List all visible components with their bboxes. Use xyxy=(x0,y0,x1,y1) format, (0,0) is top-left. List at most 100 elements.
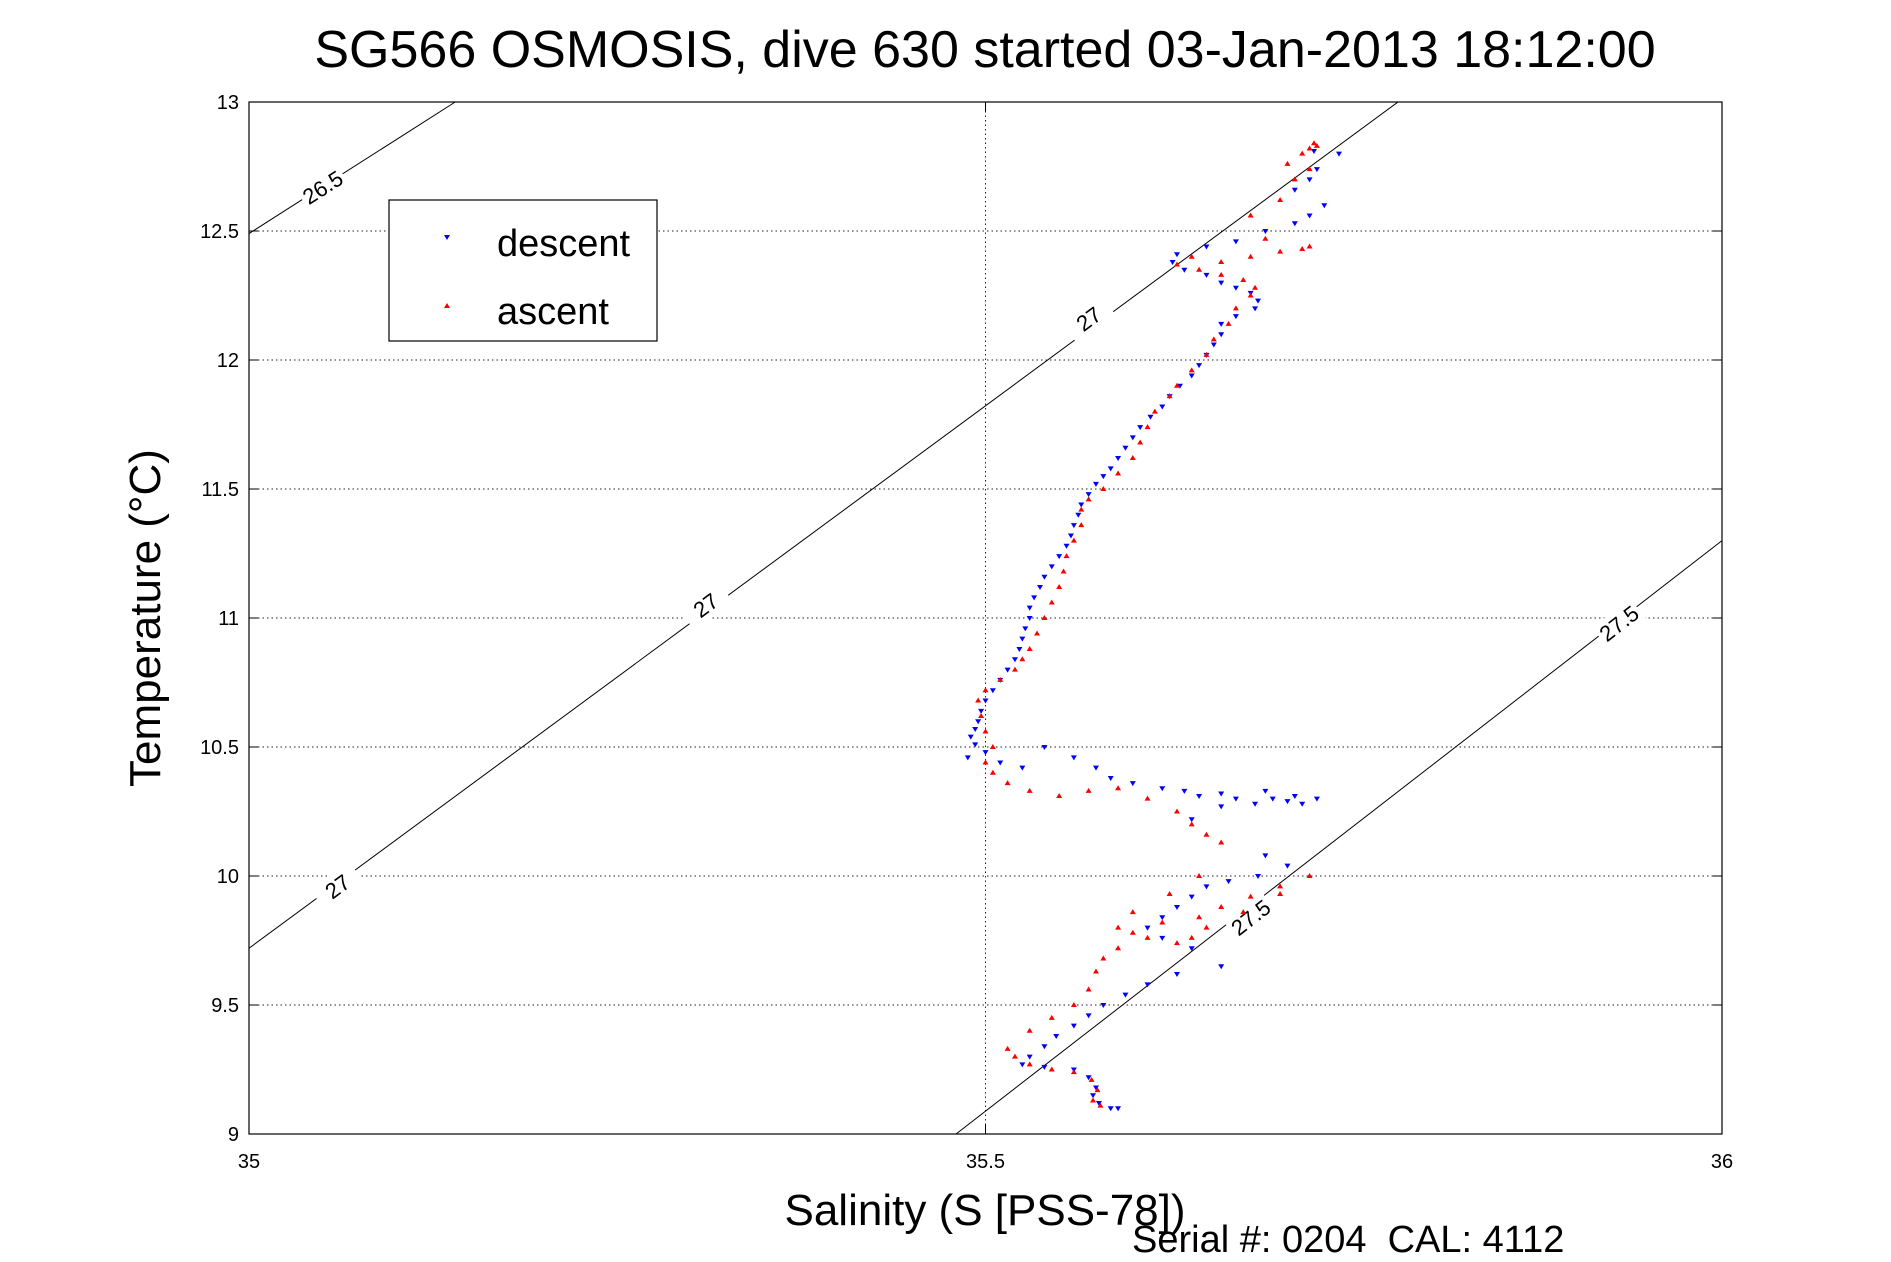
ascent-point xyxy=(1210,336,1217,342)
descent-point xyxy=(1262,788,1269,794)
ascent-point xyxy=(1306,166,1313,172)
serial-cal-footer: Serial #: 0204 CAL: 4112 xyxy=(1132,1219,1564,1261)
ascent-point xyxy=(1166,891,1173,897)
ascent-point xyxy=(1299,150,1306,156)
ascent-point xyxy=(1026,645,1033,651)
descent-point xyxy=(1137,425,1144,431)
descent-point xyxy=(1026,1054,1033,1060)
descent-point xyxy=(1092,765,1099,771)
descent-point xyxy=(1188,817,1195,823)
descent-point xyxy=(1100,1003,1107,1008)
descent-point xyxy=(1031,595,1038,601)
ascent-point xyxy=(1284,160,1291,166)
ascent-point xyxy=(1129,455,1136,461)
ascent-point xyxy=(1196,266,1203,272)
y-tick-label: 13 xyxy=(217,92,239,114)
descent-point xyxy=(1169,259,1176,265)
ascent-point xyxy=(1144,424,1151,430)
descent-point xyxy=(1004,667,1011,673)
descent-point xyxy=(1159,915,1166,921)
descent-point xyxy=(1173,252,1180,258)
ascent-point xyxy=(1203,351,1210,357)
descent-point xyxy=(1181,788,1188,794)
descent-point xyxy=(1313,167,1320,173)
ascent-point xyxy=(1048,599,1055,605)
descent-point xyxy=(1070,755,1077,761)
descent-point xyxy=(1210,342,1217,348)
descent-point xyxy=(975,719,982,725)
ascent-point xyxy=(982,759,989,765)
descent-point xyxy=(1306,177,1313,183)
ascent-point xyxy=(982,728,989,734)
descent-point xyxy=(1232,239,1239,245)
legend-descent-marker xyxy=(444,235,450,240)
ascent-point xyxy=(1218,903,1225,909)
ascent-point xyxy=(1291,176,1298,182)
ascent-point xyxy=(1026,1061,1033,1067)
descent-point xyxy=(1085,1075,1092,1081)
descent-point xyxy=(1019,1062,1026,1068)
descent-point xyxy=(1203,884,1210,890)
descent-point xyxy=(1092,481,1099,487)
descent-point xyxy=(1129,781,1136,787)
descent-point xyxy=(1056,554,1063,560)
ascent-point xyxy=(1159,919,1166,925)
descent-point xyxy=(1218,280,1225,286)
descent-point xyxy=(1159,935,1166,941)
legend-box xyxy=(388,199,658,342)
descent-point xyxy=(1173,904,1180,910)
descent-point xyxy=(1203,244,1210,250)
ascent-point xyxy=(1085,496,1092,502)
descent-point xyxy=(1078,502,1085,508)
ascent-point xyxy=(975,697,982,703)
axis-ticks: 35 35.5 36 9 9.5 10 10.5 11 11.5 12 12.5 13 xyxy=(200,92,1733,1173)
y-tick-label: 9 xyxy=(228,1124,239,1146)
ascent-point xyxy=(982,687,989,693)
ascent-point xyxy=(1085,986,1092,992)
ascent-point xyxy=(1115,470,1122,476)
descent-point xyxy=(1095,1101,1102,1107)
ascent-point xyxy=(1041,615,1048,620)
ascent-point xyxy=(1034,630,1041,636)
descent-point xyxy=(1122,992,1129,998)
descent-point xyxy=(1063,543,1070,549)
descent-point xyxy=(1284,799,1291,805)
ascent-point xyxy=(1188,253,1195,259)
descent-point xyxy=(1262,229,1269,234)
ascent-point xyxy=(1115,785,1122,791)
descent-point xyxy=(1041,1064,1048,1070)
ascent-point xyxy=(1026,1027,1033,1033)
descent-point xyxy=(967,734,974,740)
grid-lines xyxy=(249,102,1722,1134)
ascent-point xyxy=(1011,666,1018,672)
ascent-point xyxy=(1232,305,1239,311)
ascent-point xyxy=(1252,284,1259,290)
y-tick-label: 10.5 xyxy=(200,737,239,759)
descent-point xyxy=(1232,314,1239,320)
descent-point xyxy=(1107,1106,1114,1112)
ascent-point xyxy=(1019,656,1026,662)
x-axis-title: Salinity (S [PSS-78]) xyxy=(784,1186,1185,1235)
ascent-point xyxy=(1173,940,1180,946)
descent-point xyxy=(1122,445,1129,451)
descent-point xyxy=(1026,616,1033,621)
descent-point xyxy=(1252,306,1259,312)
ascent-point xyxy=(1166,393,1173,399)
descent-point xyxy=(1321,203,1328,209)
ascent-point xyxy=(1070,537,1077,543)
ascent-point xyxy=(1129,929,1136,935)
descent-point xyxy=(972,726,979,732)
legend: descent ascent xyxy=(388,199,658,342)
descent-point xyxy=(1232,285,1239,291)
ascent-point xyxy=(989,744,996,749)
x-tick-label: 35.5 xyxy=(966,1151,1005,1173)
ascent-point xyxy=(1048,1066,1055,1072)
ascent-point xyxy=(1063,553,1070,559)
descent-point xyxy=(1232,796,1239,802)
descent-point xyxy=(1218,321,1225,327)
ascent-point xyxy=(1100,955,1107,961)
ascent-point xyxy=(1056,584,1063,590)
ascent-point xyxy=(1188,821,1195,827)
